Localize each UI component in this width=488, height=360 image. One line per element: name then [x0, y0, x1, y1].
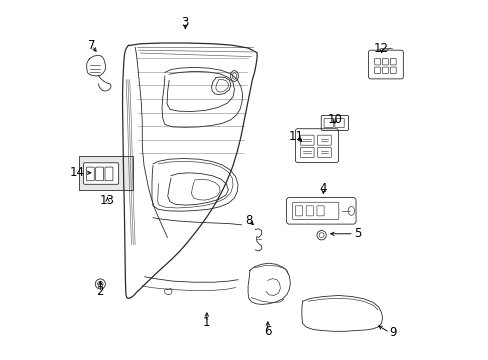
Text: 13: 13 — [100, 194, 115, 207]
FancyBboxPatch shape — [83, 163, 119, 184]
Text: 8: 8 — [244, 214, 252, 227]
Text: 2: 2 — [97, 285, 104, 298]
Text: 7: 7 — [88, 39, 96, 52]
Text: 12: 12 — [373, 41, 388, 54]
Text: 6: 6 — [264, 325, 271, 338]
Text: 14: 14 — [70, 166, 85, 179]
Bar — [79, 156, 133, 190]
Text: 4: 4 — [319, 182, 326, 195]
Text: 9: 9 — [389, 326, 396, 339]
Text: 10: 10 — [327, 113, 342, 126]
Text: 3: 3 — [181, 16, 189, 29]
Text: 5: 5 — [353, 227, 361, 240]
Text: 1: 1 — [203, 316, 210, 329]
Text: 11: 11 — [288, 130, 303, 143]
